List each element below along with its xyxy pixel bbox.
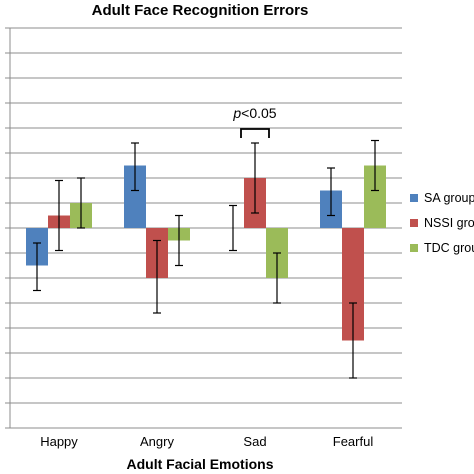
category-label-angry: Angry xyxy=(140,434,174,449)
error-bar-sa-fearful xyxy=(327,167,335,217)
category-label-sad: Sad xyxy=(243,434,266,449)
error-bar-tdc-fearful xyxy=(371,139,379,192)
error-bar-nssi-happy xyxy=(55,179,63,252)
p-threshold: <0.05 xyxy=(241,105,277,121)
legend-swatch-nssi xyxy=(410,219,418,227)
error-bar-nssi-fearful xyxy=(349,302,357,379)
chart-title: Adult Face Recognition Errors xyxy=(92,2,309,19)
error-bar-nssi-sad xyxy=(251,142,259,214)
significance-bracket xyxy=(240,128,270,138)
legend-label-nssi: NSSI group xyxy=(424,216,474,230)
error-bar-sa-happy xyxy=(33,242,41,292)
legend-swatch-sa xyxy=(410,194,418,202)
category-label-happy: Happy xyxy=(40,434,78,449)
category-labels: Happy Angry Sad Fearful xyxy=(40,434,373,449)
legend-label-sa: SA group xyxy=(424,191,474,205)
legend-label-tdc: TDC group xyxy=(424,241,474,255)
legend: SA group NSSI group TDC group xyxy=(410,191,474,255)
bar-tdc-fearful xyxy=(364,165,386,228)
significance-annotation: p<0.05 xyxy=(232,105,277,138)
error-bar-tdc-angry xyxy=(175,214,183,267)
error-bar-nssi-angry xyxy=(153,239,161,314)
x-axis-title: Adult Facial Emotions xyxy=(126,456,273,472)
bar-sa-angry xyxy=(124,165,146,228)
significance-label: p<0.05 xyxy=(232,105,276,121)
category-label-fearful: Fearful xyxy=(333,434,374,449)
error-bars xyxy=(33,139,379,379)
p-symbol: p xyxy=(232,105,241,121)
error-bar-tdc-happy xyxy=(77,177,85,229)
error-bar-sa-sad xyxy=(229,204,237,252)
legend-swatch-tdc xyxy=(410,244,418,252)
error-bar-sa-angry xyxy=(131,142,139,192)
bar-nssi-fearful xyxy=(342,228,364,341)
error-bar-tdc-sad xyxy=(273,252,281,304)
